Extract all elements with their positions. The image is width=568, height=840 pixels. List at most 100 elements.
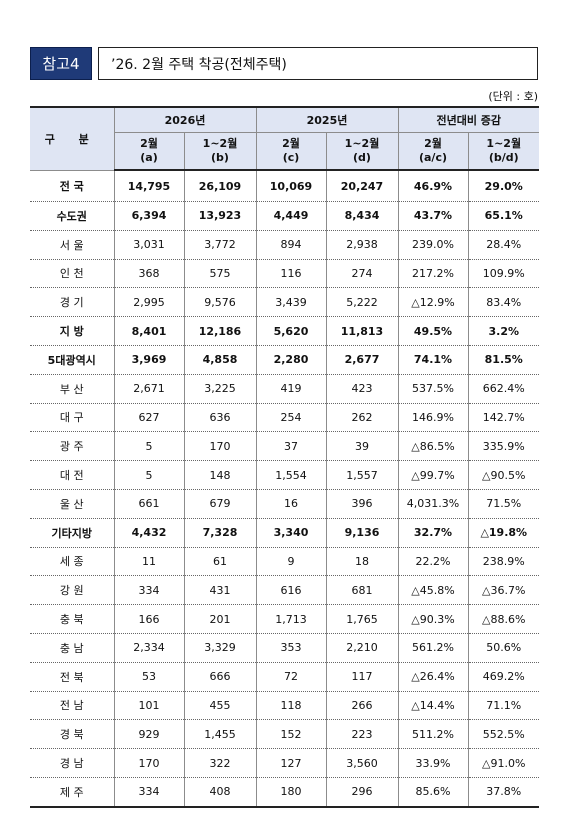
table-cell: 4,432 [113, 518, 184, 548]
row-label: 부 산 [30, 374, 114, 404]
table-row: 인 천 368 575 116 274 217.2% 109.9% [30, 259, 539, 289]
table-cell: 116 [255, 259, 326, 289]
document-title: ’26. 2월 주택 착공(전체주택) [98, 47, 538, 80]
header-sub-d: 1~2월 (d) [325, 132, 399, 171]
table-cell: 127 [255, 748, 326, 778]
table-cell: 22.2% [397, 547, 468, 577]
table-cell: 894 [255, 230, 326, 260]
row-label: 전 북 [30, 662, 114, 692]
table-cell: 1,713 [255, 604, 326, 634]
table-cell: 28.4% [467, 230, 539, 260]
table-cell: 616 [255, 575, 326, 606]
title-bar: 참고4 ’26. 2월 주택 착공(전체주택) [30, 47, 538, 80]
table-row: 전 남 101 455 118 266 △14.4% 71.1% [30, 691, 539, 721]
table-cell: 8,401 [113, 316, 184, 346]
table-cell: 26,109 [183, 170, 256, 202]
table-cell: 666 [183, 662, 256, 692]
table-cell: 2,677 [325, 345, 398, 375]
table-cell: 3,340 [255, 518, 326, 548]
table-cell: 431 [183, 575, 256, 606]
table-cell: 5 [113, 431, 184, 462]
table-cell: 49.5% [397, 316, 468, 346]
table-cell: 4,858 [183, 345, 256, 375]
table-cell: 929 [113, 719, 184, 750]
table-cell: 353 [255, 633, 326, 663]
row-label: 대 전 [30, 460, 114, 490]
table-row: 부 산 2,671 3,225 419 423 537.5% 662.4% [30, 374, 539, 404]
table-cell: 679 [183, 489, 256, 519]
table-row: 경 기 2,995 9,576 3,439 5,222 △12.9% 83.4% [30, 287, 539, 318]
table-cell: 662.4% [467, 374, 539, 404]
table-row: 5대광역시 3,969 4,858 2,280 2,677 74.1% 81.5% [30, 345, 539, 375]
table-row: 전 국 14,795 26,109 10,069 20,247 46.9% 29.0% [30, 170, 539, 202]
table-cell: 334 [113, 777, 184, 808]
table-cell: 3,772 [183, 230, 256, 260]
table-cell: 408 [183, 777, 256, 808]
table-cell: △36.7% [467, 575, 539, 606]
table-cell: 71.1% [467, 691, 539, 721]
table-cell: 3,439 [255, 287, 326, 318]
table-cell: 13,923 [183, 201, 256, 231]
table-cell: 29.0% [467, 170, 539, 202]
table-cell: 4,449 [255, 201, 326, 231]
table-cell: 3,969 [113, 345, 184, 375]
row-label: 울 산 [30, 489, 114, 519]
table-cell: 1,554 [255, 460, 326, 490]
table-cell: 53 [113, 662, 184, 692]
table-row: 기타지방 4,432 7,328 3,340 9,136 32.7% △19.8% [30, 518, 539, 548]
header-sub-a: 2월 (a) [113, 132, 185, 171]
table-cell: 11 [113, 547, 184, 577]
table-cell: 180 [255, 777, 326, 808]
table-cell: 2,334 [113, 633, 184, 663]
table-cell: 46.9% [397, 170, 468, 202]
table-cell: 537.5% [397, 374, 468, 404]
table-cell: 201 [183, 604, 256, 634]
table-cell: △45.8% [397, 575, 468, 606]
row-label: 전 국 [30, 170, 114, 202]
table-cell: 3,031 [113, 230, 184, 260]
table-cell: 10,069 [255, 170, 326, 202]
reference-tag: 참고4 [30, 47, 92, 80]
table-cell: 83.4% [467, 287, 539, 318]
row-label: 광 주 [30, 431, 114, 462]
table-cell: 8,434 [325, 201, 398, 231]
table-cell: 18 [325, 547, 398, 577]
table-cell: 2,280 [255, 345, 326, 375]
table-cell: 274 [325, 259, 398, 289]
table-cell: △90.3% [397, 604, 468, 634]
table-cell: 627 [113, 403, 184, 433]
table-cell: △14.4% [397, 691, 468, 721]
table-cell: 636 [183, 403, 256, 433]
table-cell: 4,031.3% [397, 489, 468, 519]
table-row: 서 울 3,031 3,772 894 2,938 239.0% 28.4% [30, 230, 539, 260]
table-cell: △86.5% [397, 431, 468, 462]
row-label: 5대광역시 [30, 345, 114, 375]
table-row: 충 북 166 201 1,713 1,765 △90.3% △88.6% [30, 604, 539, 634]
table-cell: 419 [255, 374, 326, 404]
table-row: 지 방 8,401 12,186 5,620 11,813 49.5% 3.2% [30, 316, 539, 346]
table-cell: 152 [255, 719, 326, 750]
table-cell: 239.0% [397, 230, 468, 260]
header-sub-b: 1~2월 (b) [183, 132, 257, 171]
row-label: 서 울 [30, 230, 114, 260]
table-cell: 148 [183, 460, 256, 490]
table-cell: 37 [255, 431, 326, 462]
row-label: 인 천 [30, 259, 114, 289]
table-row: 수도권 6,394 13,923 4,449 8,434 43.7% 65.1% [30, 201, 539, 231]
table-row: 울 산 661 679 16 396 4,031.3% 71.5% [30, 489, 539, 519]
table-cell: 5 [113, 460, 184, 490]
header-year-2025: 2025년 [255, 106, 399, 133]
table-cell: 1,557 [325, 460, 398, 490]
table-row: 제 주 334 408 180 296 85.6% 37.8% [30, 777, 539, 808]
table-cell: 61 [183, 547, 256, 577]
table-cell: 469.2% [467, 662, 539, 692]
table-cell: 511.2% [397, 719, 468, 750]
header-yoy-change: 전년대비 증감 [397, 106, 539, 133]
table-cell: 109.9% [467, 259, 539, 289]
table-cell: 262 [325, 403, 398, 433]
table-cell: 3.2% [467, 316, 539, 346]
row-label: 충 남 [30, 633, 114, 663]
row-label: 수도권 [30, 201, 114, 231]
table-cell: 7,328 [183, 518, 256, 548]
table-cell: 2,995 [113, 287, 184, 318]
